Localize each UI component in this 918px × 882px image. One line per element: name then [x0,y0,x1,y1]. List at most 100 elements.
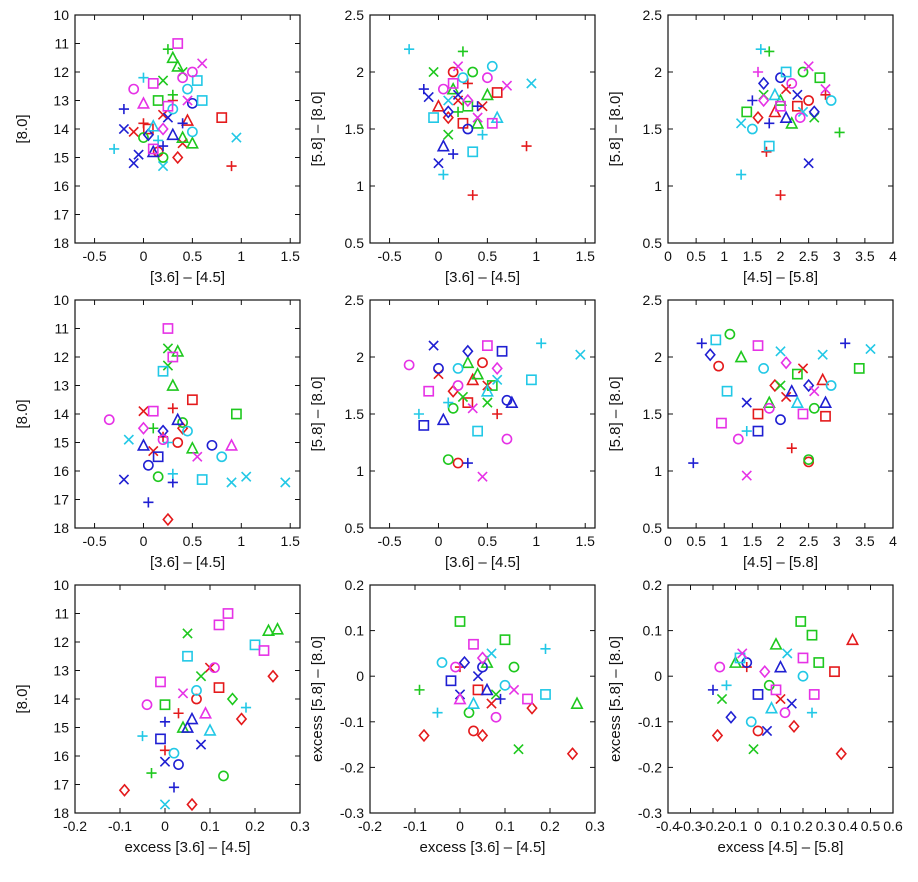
data-point-cyan [182,83,193,95]
data-point-red [442,110,454,125]
data-point-green [471,366,485,380]
x-tick-label: 0.2 [245,818,265,834]
data-point-green [157,152,169,163]
y-tick-label: 18 [53,520,69,536]
data-point-cyan [540,643,551,654]
data-point-cyan [159,799,171,810]
data-point-blue [779,110,793,123]
x-tick-label: -0.2 [701,818,725,834]
data-point-cyan [157,365,169,377]
data-point-cyan [182,650,193,662]
data-point-magenta [453,691,467,705]
data-point-blue [168,782,180,793]
y-tick-label: 2 [654,64,662,80]
data-point-magenta [797,408,809,420]
data-point-blue [802,378,815,393]
data-point-blue [143,497,154,508]
data-point-blue [436,138,450,152]
y-tick-label: 2.5 [643,7,663,23]
data-point-cyan [486,60,498,72]
y-tick-label: 13 [53,378,69,394]
data-point-blue [167,477,178,488]
y-tick-label: -0.2 [638,759,662,775]
data-point-blue [495,693,506,705]
y-tick-label: -0.1 [340,714,364,730]
data-point-green [764,46,775,57]
data-point-red [186,797,198,812]
data-point-cyan [226,477,237,488]
data-point-cyan [486,648,497,659]
data-point-blue [442,105,454,119]
panel-row2-col3: 0 0.5 1 1.5 2 2.5 3 3.5 40.511.522.5[4.5] – [5.8… [607,292,897,571]
data-point-cyan [404,44,415,55]
plot-frame [667,584,894,814]
data-point-green [152,471,164,483]
data-point-cyan [734,652,746,664]
y-tick-label: 15 [53,720,69,736]
data-point-magenta [508,684,520,696]
x-tick-label: 1.5 [743,248,763,264]
data-point-cyan [817,349,828,360]
data-point-red [418,728,430,743]
data-point-magenta [803,61,814,72]
data-point-red [526,701,538,715]
x-tick-label: 0.5 [478,248,498,264]
data-point-magenta [137,421,150,435]
data-point-red [711,728,724,743]
data-point-blue [206,439,218,451]
data-point-cyan [413,408,425,420]
data-point-cyan [710,334,722,346]
x-tick-label: 4 [889,533,897,549]
data-point-blue [747,95,758,106]
data-point-magenta [732,433,744,445]
data-point-magenta [222,608,234,619]
x-tick-label: -0.4 [656,818,680,834]
data-point-blue [704,348,716,362]
data-point-blue [792,89,803,100]
data-point-blue [764,118,775,129]
data-point-green [724,328,736,340]
data-point-red [148,445,159,457]
x-tick-label: 0 [664,533,672,549]
panel-row1-col1: -0.5 0 0.5 1 1.5 10 11 12 13 14 15 16 17 18 [3.6] – [4… [14,7,301,286]
plot-frame [74,584,301,814]
data-point-red [468,725,479,737]
data-point-cyan [146,119,160,132]
data-point-red [491,87,503,98]
data-point-green [734,349,748,363]
markers [414,616,584,761]
data-point-cyan [782,648,793,659]
data-point-blue [177,118,188,129]
data-point-red [797,363,809,374]
y-tick-label: 1 [356,463,364,479]
data-point-blue [452,89,464,100]
x-axis-label: [3.6] – [4.5] [150,269,225,286]
x-tick-label: -0.2 [358,818,382,834]
data-point-cyan [575,349,586,360]
data-point-red [462,78,473,89]
data-point-magenta [741,470,752,481]
markers [707,616,860,761]
data-point-red [180,113,195,126]
data-point-red [786,443,797,454]
data-point-magenta [182,95,193,106]
data-point-cyan [443,95,454,106]
data-point-magenta [225,438,239,451]
x-tick-label: 0 [435,248,443,264]
x-tick-label: 3.5 [855,533,875,549]
data-point-green [748,743,759,755]
data-point-green [471,116,485,129]
data-point-cyan [109,143,120,155]
data-point-blue [752,689,764,700]
data-point-green [462,100,474,112]
data-point-cyan [865,343,876,355]
data-point-cyan [763,140,775,152]
y-tick-label: 1.5 [345,406,365,422]
x-tick-label: 0 [664,248,672,264]
data-point-green [480,87,494,101]
data-point-red [159,745,171,756]
x-tick-label: 1 [237,248,245,264]
data-point-magenta [797,652,809,664]
data-point-red [173,708,184,719]
